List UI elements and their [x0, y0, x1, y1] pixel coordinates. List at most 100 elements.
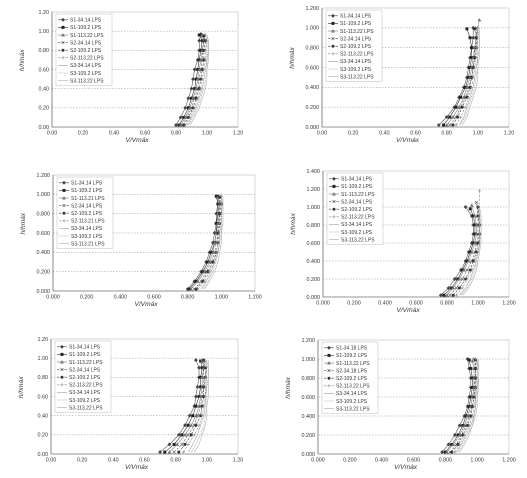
series-line	[452, 28, 477, 126]
legend-label: S1-109.2 LPS	[69, 352, 101, 358]
chart-panel-6: 0.000 0.200 0.400 0.600 0.800 1.000 1.200 0.000…	[285, 338, 516, 471]
legend-marker	[62, 211, 66, 215]
data-point	[189, 423, 194, 427]
data-point	[167, 450, 172, 454]
legend-marker	[331, 52, 335, 56]
y-tick-label: 0.000	[302, 452, 316, 458]
data-point	[193, 87, 197, 91]
x-axis-title: V/Vmáx	[125, 464, 149, 471]
x-tick-label: 0.20	[78, 131, 89, 137]
x-tick-label: 1.00	[202, 131, 213, 137]
data-point	[182, 115, 186, 119]
data-point	[199, 77, 203, 81]
data-point	[202, 385, 206, 389]
data-point	[187, 287, 191, 291]
x-tick-label: 1.00	[202, 458, 213, 464]
chart-panel-1: 0.00 0.20 0.40 0.60 0.80 1.00 1.20 0.00 0.20 0.40…	[19, 10, 243, 144]
data-point	[470, 85, 474, 89]
data-point	[183, 123, 187, 127]
data-point	[466, 424, 470, 427]
series-line	[462, 27, 480, 126]
data-point	[473, 223, 477, 227]
legend-label: S3-34.14 LPS	[341, 222, 373, 228]
legend-marker	[62, 203, 66, 208]
data-point	[446, 286, 451, 290]
data-point	[457, 423, 462, 428]
data-point	[193, 358, 198, 363]
data-point	[471, 66, 475, 69]
data-point	[203, 375, 207, 379]
data-point	[186, 442, 190, 446]
data-point	[197, 48, 202, 53]
data-point	[451, 286, 456, 290]
series-4	[172, 359, 206, 454]
data-point	[472, 214, 477, 218]
data-point	[200, 366, 204, 370]
series-1	[174, 32, 203, 128]
data-point	[474, 357, 478, 361]
data-point	[196, 96, 200, 100]
y-tick-label: 0.00	[38, 452, 49, 458]
x-tick-label: 0.600	[407, 458, 421, 464]
data-point	[463, 205, 468, 209]
data-point	[469, 414, 473, 418]
data-point	[444, 115, 449, 120]
data-point	[192, 67, 197, 72]
y-tick-label: 0.200	[307, 277, 321, 283]
data-point	[211, 260, 215, 264]
data-point	[452, 433, 457, 437]
data-point	[464, 414, 468, 418]
data-point	[470, 386, 474, 389]
y-tick-label: 0.60	[39, 67, 50, 73]
data-point	[452, 277, 457, 281]
series-5	[451, 27, 478, 127]
legend-label: S2-113.22 LPS	[341, 215, 375, 221]
legend-label: S3-113.22 LPS	[340, 74, 374, 80]
data-point	[178, 115, 183, 120]
x-axis-title: V/Vmáx	[396, 137, 420, 144]
legend-marker	[61, 25, 65, 29]
legend-marker	[60, 367, 64, 372]
x-tick-label: 1.00	[473, 131, 484, 137]
data-point	[188, 115, 192, 119]
data-point	[471, 259, 475, 263]
data-point	[467, 424, 471, 427]
data-point	[174, 123, 178, 128]
data-point	[469, 203, 474, 207]
data-point	[200, 68, 204, 71]
x-tick-label: 0.200	[343, 458, 357, 464]
legend-label: S2-34.14 LPS	[341, 199, 373, 205]
y-tick-label: 1.20	[38, 337, 49, 343]
data-point	[450, 286, 454, 290]
data-point	[183, 423, 187, 428]
data-point	[456, 115, 460, 119]
data-point	[189, 287, 193, 291]
data-point	[446, 442, 451, 447]
series-line	[194, 360, 209, 453]
data-point	[463, 85, 467, 89]
data-point	[186, 106, 190, 110]
y-tick-label: 0.40	[39, 87, 50, 93]
data-point	[199, 48, 203, 52]
data-point	[195, 279, 200, 283]
legend-box	[326, 172, 384, 245]
series-9	[462, 27, 480, 126]
x-tick-label: 0.00	[317, 131, 328, 137]
series-line	[202, 197, 224, 290]
chart-panel-3: 0.000 0.200 0.400 0.600 0.800 1.000 1.200 0.000…	[20, 173, 262, 308]
x-tick-label: 0.60	[139, 458, 150, 464]
data-point	[172, 442, 176, 446]
y-tick-label: 0.40	[38, 414, 49, 420]
data-point	[468, 85, 472, 89]
legend-label: S3-109.2 LPS	[340, 67, 372, 73]
data-point	[197, 33, 201, 37]
data-point	[194, 96, 198, 100]
data-point	[448, 293, 452, 297]
x-tick-label: 1.20	[233, 458, 244, 464]
y-tick-label: 0.000	[307, 295, 321, 301]
y-tick-label: 1.000	[306, 26, 320, 32]
data-point	[436, 123, 441, 127]
data-point	[202, 395, 206, 398]
legend-marker	[331, 36, 335, 41]
data-point	[454, 286, 459, 290]
